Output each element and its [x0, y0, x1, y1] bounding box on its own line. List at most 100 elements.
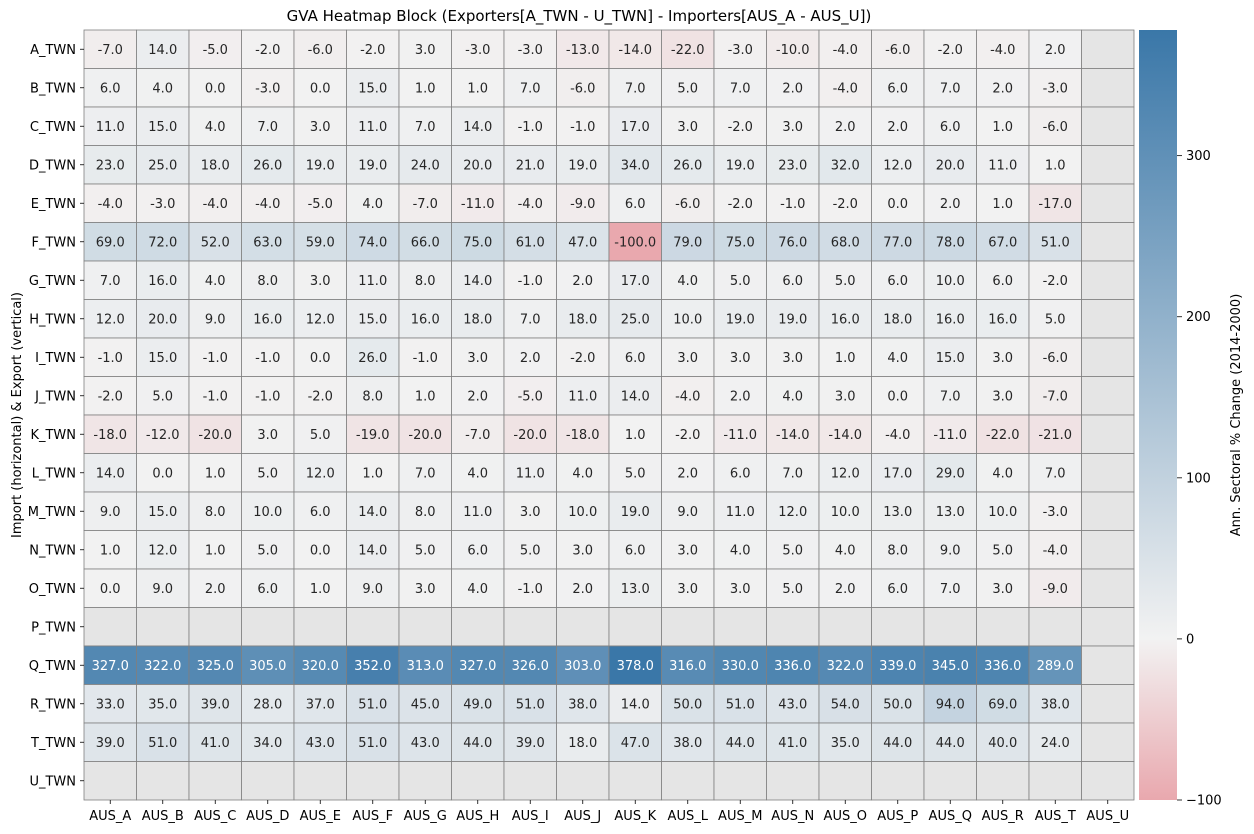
- heatmap-cell: [661, 376, 715, 416]
- heatmap-cell: [241, 106, 295, 146]
- cell-value-label: -3.0: [150, 197, 175, 212]
- cell-value-label: 44.0: [726, 736, 755, 751]
- heatmap-cell: [871, 530, 925, 570]
- cell-value-label: 20.0: [936, 158, 965, 173]
- cell-value-label: 14.0: [148, 43, 177, 58]
- heatmap-cell: [1081, 722, 1135, 762]
- cell-value-label: 6.0: [940, 120, 961, 135]
- cell-value-label: -3.0: [1043, 505, 1068, 520]
- cell-value-label: 6.0: [887, 274, 908, 289]
- heatmap-cell: [293, 299, 347, 339]
- cell-value-label: 3.0: [572, 543, 593, 558]
- cell-value-label: 6.0: [730, 466, 751, 481]
- cell-value-label: 2.0: [1045, 43, 1066, 58]
- cell-value-label: 4.0: [730, 543, 751, 558]
- heatmap-cell: [976, 414, 1030, 454]
- cell-value-label: -6.0: [1043, 351, 1068, 366]
- heatmap-cell: [293, 260, 347, 300]
- heatmap-cell: [293, 530, 347, 570]
- heatmap-cell: [923, 299, 977, 339]
- cell-value-label: 2.0: [835, 120, 856, 135]
- heatmap-cell: [713, 607, 767, 647]
- cell-value-label: 9.0: [205, 312, 226, 327]
- cell-value-label: -1.0: [255, 389, 280, 404]
- cell-value-label: -22.0: [671, 43, 705, 58]
- cell-value-label: 75.0: [463, 235, 492, 250]
- cell-value-label: 16.0: [936, 312, 965, 327]
- y-tick-label: I_TWN: [35, 351, 76, 366]
- heatmap-cell: [976, 453, 1030, 493]
- heatmap-cell: [871, 607, 925, 647]
- heatmap-cell: [346, 645, 400, 685]
- heatmap-cell: [1081, 222, 1135, 262]
- heatmap-cell: [1081, 337, 1135, 377]
- heatmap-cell: [451, 761, 505, 801]
- cell-value-label: 0.0: [310, 543, 331, 558]
- heatmap-cell: [766, 568, 820, 608]
- cell-value-label: 21.0: [516, 158, 545, 173]
- cell-value-label: 63.0: [253, 235, 282, 250]
- heatmap-cell: [976, 568, 1030, 608]
- heatmap-cell: [188, 222, 242, 262]
- heatmap-cell: [83, 453, 137, 493]
- cell-value-label: -1.0: [780, 197, 805, 212]
- heatmap-cell: [1081, 684, 1135, 724]
- heatmap-cell: [451, 222, 505, 262]
- heatmap-cell: [608, 645, 662, 685]
- cell-value-label: -2.0: [938, 43, 963, 58]
- cell-value-label: 43.0: [411, 736, 440, 751]
- heatmap-cell: [556, 530, 610, 570]
- cell-value-label: 12.0: [306, 312, 335, 327]
- heatmap-cell: [713, 260, 767, 300]
- heatmap-cell: [766, 29, 820, 69]
- cell-value-label: 6.0: [310, 505, 331, 520]
- heatmap-cell: [766, 530, 820, 570]
- cell-value-label: 11.0: [568, 389, 597, 404]
- cell-value-label: 336.0: [774, 659, 811, 674]
- heatmap-cell: [346, 761, 400, 801]
- cell-value-label: 23.0: [96, 158, 125, 173]
- cell-value-label: 3.0: [730, 351, 751, 366]
- cell-value-label: 11.0: [96, 120, 125, 135]
- cell-value-label: 3.0: [677, 582, 698, 597]
- heatmap-cell: [293, 761, 347, 801]
- heatmap-cell: [1081, 453, 1135, 493]
- cell-value-label: 1.0: [992, 120, 1013, 135]
- cell-value-label: 1.0: [205, 543, 226, 558]
- heatmap-cell: [1028, 145, 1082, 185]
- cell-value-label: 4.0: [835, 543, 856, 558]
- cell-value-label: -6.0: [308, 43, 333, 58]
- heatmap-cell: [976, 491, 1030, 531]
- heatmap-cell: [398, 183, 452, 223]
- heatmap-cell: [661, 453, 715, 493]
- heatmap-cell: [661, 260, 715, 300]
- cell-value-label: -11.0: [933, 428, 967, 443]
- cell-value-label: 13.0: [883, 505, 912, 520]
- heatmap-cell: [188, 645, 242, 685]
- y-tick-label: F_TWN: [32, 235, 77, 250]
- cell-value-label: -1.0: [518, 274, 543, 289]
- y-tick-label: D_TWN: [29, 158, 76, 173]
- heatmap-cell: [1081, 299, 1135, 339]
- cell-value-label: 5.0: [310, 428, 331, 443]
- heatmap-cell: [818, 645, 872, 685]
- heatmap-cell: [556, 761, 610, 801]
- cell-value-label: 2.0: [520, 351, 541, 366]
- heatmap-cell: [923, 607, 977, 647]
- cell-value-label: 38.0: [568, 697, 597, 712]
- heatmap-cell: [83, 414, 137, 454]
- cell-value-label: -1.0: [255, 351, 280, 366]
- heatmap-cell: [976, 29, 1030, 69]
- heatmap-cell: [923, 222, 977, 262]
- heatmap-cell: [871, 106, 925, 146]
- cell-value-label: 54.0: [831, 697, 860, 712]
- cell-value-label: 6.0: [625, 543, 646, 558]
- cell-value-label: 4.0: [205, 274, 226, 289]
- y-tick-label: H_TWN: [29, 312, 76, 327]
- cell-value-label: 0.0: [887, 197, 908, 212]
- cell-value-label: 6.0: [992, 274, 1013, 289]
- heatmap-cell: [188, 68, 242, 108]
- heatmap-cell: [1081, 68, 1135, 108]
- y-tick-label: P_TWN: [31, 620, 76, 635]
- heatmap-cell: [451, 337, 505, 377]
